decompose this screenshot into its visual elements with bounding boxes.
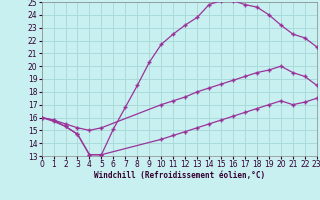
X-axis label: Windchill (Refroidissement éolien,°C): Windchill (Refroidissement éolien,°C) (94, 171, 265, 180)
